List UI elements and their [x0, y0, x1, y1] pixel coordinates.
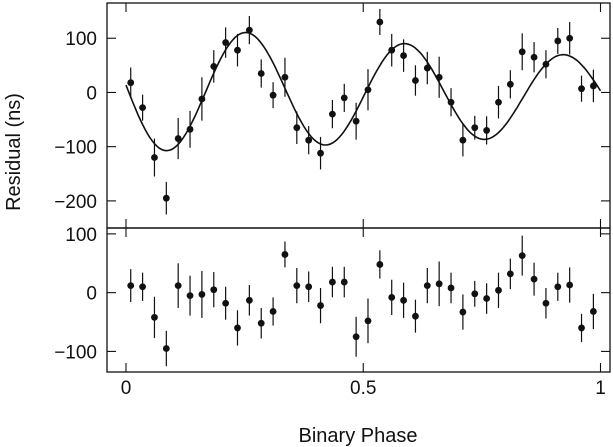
- top-data-point: [329, 110, 336, 118]
- bottom-data-point: [471, 290, 479, 298]
- bottom-data-point: [412, 312, 419, 320]
- top-data-point: [317, 149, 324, 157]
- bottom-data-point: [151, 313, 158, 321]
- bottom-data-point: [483, 295, 491, 302]
- top-data-point: [388, 46, 396, 54]
- bottom-data-point: [589, 308, 597, 315]
- bottom-data-point: [506, 270, 514, 278]
- bottom-data-point: [376, 261, 384, 268]
- bottom-data-point: [222, 299, 230, 307]
- bottom-panel: 100 0 −100 0 0.5 1: [54, 225, 611, 399]
- bottom-data-point: [293, 282, 301, 289]
- top-data-point: [530, 53, 538, 61]
- bottom-data-point: [210, 286, 218, 294]
- top-data-point: [364, 86, 372, 94]
- top-ytick-label: −100: [54, 138, 97, 159]
- top-data-point: [234, 46, 241, 54]
- bottom-ytick-label: −100: [54, 342, 97, 363]
- top-data-point: [447, 98, 455, 106]
- top-data-point: [589, 82, 597, 90]
- top-data-point: [174, 135, 182, 142]
- top-data-point: [352, 117, 360, 125]
- top-panel: 100 0 −100 −200: [54, 2, 611, 229]
- x-axis-label: Binary Phase: [299, 425, 418, 447]
- bottom-data-point: [423, 282, 431, 289]
- bottom-data-point: [364, 317, 372, 325]
- top-data-point: [483, 127, 491, 134]
- y-axis-label: Residual (ns): [3, 93, 25, 211]
- top-data-point: [186, 125, 194, 133]
- top-data-point: [139, 104, 146, 112]
- bottom-data-point: [447, 284, 455, 292]
- bottom-data-point: [127, 282, 135, 289]
- top-data-point: [151, 154, 158, 161]
- top-data-point: [198, 95, 206, 103]
- bottom-data-point: [269, 308, 277, 315]
- bottom-data-point: [578, 324, 585, 332]
- top-data-point: [459, 136, 467, 144]
- top-data-point: [471, 124, 479, 132]
- bottom-data-point: [281, 251, 289, 258]
- bottom-ytick-label: 100: [65, 225, 97, 246]
- bottom-data-point: [317, 302, 324, 309]
- bottom-data-point: [495, 286, 502, 294]
- bottom-data-point: [554, 283, 562, 291]
- top-data-point: [400, 52, 407, 59]
- top-data-point: [542, 60, 550, 68]
- bottom-data-point: [174, 282, 182, 289]
- bottom-data-point: [305, 283, 313, 291]
- top-data-point: [340, 94, 348, 102]
- xtick-label: 0.5: [350, 378, 376, 399]
- top-data-point: [578, 85, 585, 93]
- bottom-data-point: [530, 275, 538, 283]
- top-data-point: [281, 73, 289, 81]
- top-data-point: [435, 73, 443, 81]
- bottom-data-point: [340, 278, 348, 286]
- bottom-data-point: [459, 308, 467, 316]
- top-data-point: [554, 37, 562, 45]
- bottom-data-point: [234, 324, 241, 332]
- top-data-point: [376, 18, 384, 26]
- top-data-point: [210, 63, 218, 70]
- top-data-point: [293, 124, 301, 132]
- top-data-point: [127, 79, 135, 87]
- bottom-data-point: [542, 299, 550, 307]
- top-ytick-label: −200: [54, 192, 97, 213]
- top-data-point: [495, 98, 502, 106]
- top-data-point: [162, 194, 170, 202]
- bottom-data-point: [186, 292, 194, 299]
- bottom-data-point: [329, 278, 336, 286]
- bottom-data-point: [139, 283, 146, 291]
- bottom-data-point: [257, 319, 265, 327]
- top-data-point: [423, 64, 431, 72]
- bottom-data-point: [566, 281, 574, 289]
- top-panel-frame: [106, 2, 611, 229]
- top-data-point: [269, 91, 277, 99]
- bottom-data-point: [245, 296, 253, 304]
- bottom-data-point: [400, 296, 407, 304]
- model-curve: [125, 31, 602, 152]
- bottom-data-point: [352, 333, 360, 341]
- top-data-point: [566, 34, 574, 42]
- top-data-point: [245, 26, 253, 34]
- bottom-data-point: [198, 291, 206, 298]
- bottom-data-point: [518, 252, 526, 260]
- bottom-data-point: [162, 345, 170, 352]
- top-data-point: [412, 77, 419, 84]
- top-ytick-label: 0: [86, 83, 97, 104]
- top-data-point: [518, 48, 526, 56]
- xtick-label: 0: [121, 378, 132, 399]
- top-data-point: [305, 136, 313, 144]
- bottom-ytick-label: 0: [86, 284, 97, 305]
- xtick-label: 1: [595, 378, 606, 399]
- bottom-data-point: [435, 280, 443, 288]
- bottom-data-point: [388, 293, 396, 301]
- top-data-point: [222, 39, 230, 46]
- top-data-point: [506, 80, 514, 88]
- top-data-point: [257, 70, 265, 77]
- bottom-panel-frame: [106, 227, 611, 373]
- top-ytick-label: 100: [65, 29, 97, 50]
